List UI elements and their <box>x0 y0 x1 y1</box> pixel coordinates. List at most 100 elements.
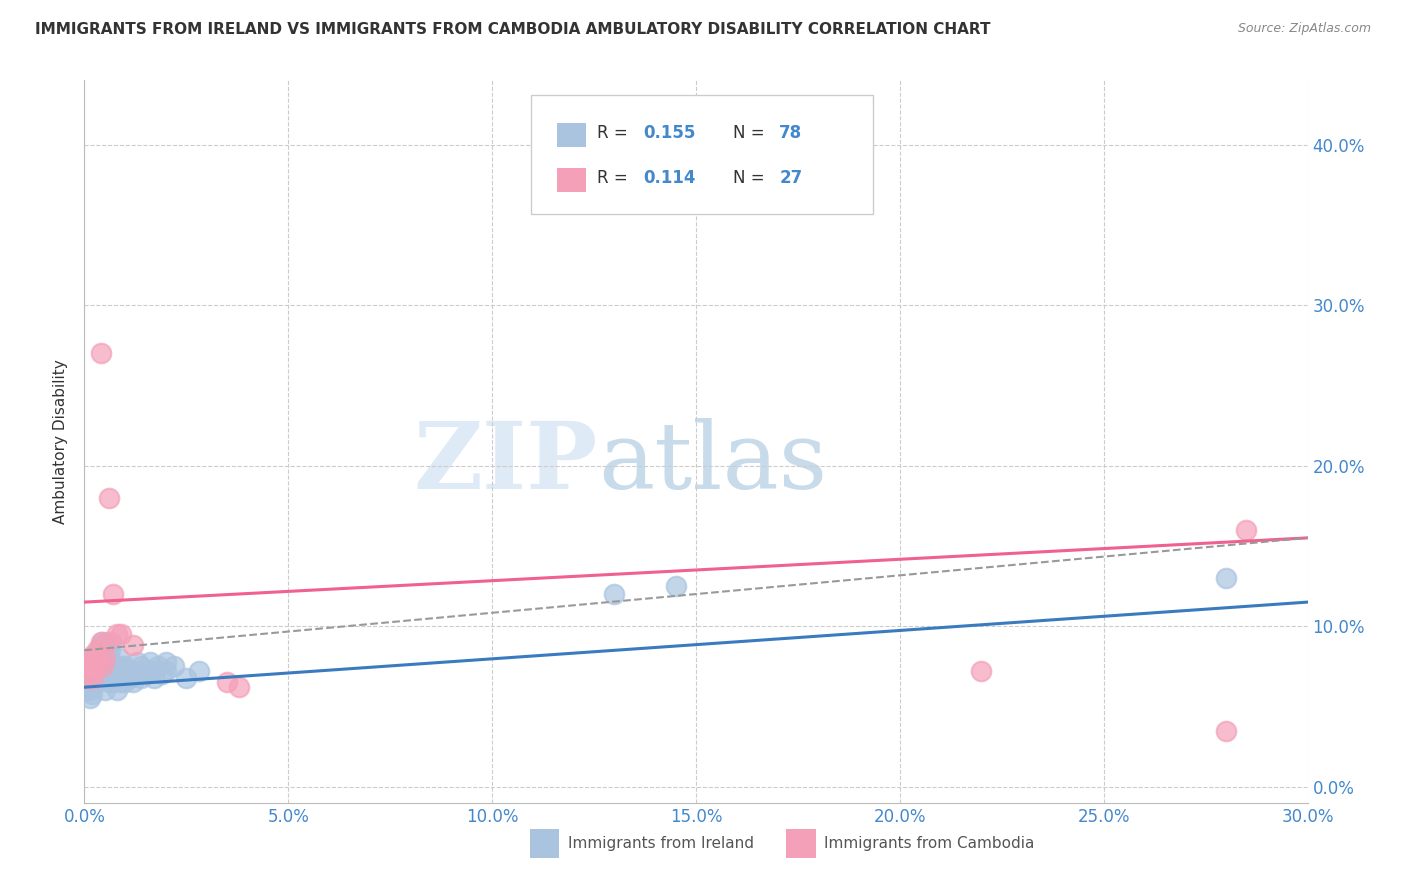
Point <box>114 659 136 673</box>
Point <box>93 651 115 665</box>
Point <box>122 639 145 653</box>
Text: Immigrants from Ireland: Immigrants from Ireland <box>568 837 754 852</box>
Point <box>76 675 98 690</box>
Text: 0.155: 0.155 <box>644 124 696 143</box>
FancyBboxPatch shape <box>531 95 873 214</box>
Point <box>83 651 105 665</box>
Point <box>118 671 141 685</box>
Point <box>105 683 128 698</box>
Point <box>86 651 108 665</box>
Point <box>150 667 173 681</box>
Point <box>228 680 250 694</box>
Point <box>77 664 100 678</box>
Point <box>970 664 993 678</box>
Point <box>97 491 120 505</box>
Point <box>86 667 108 681</box>
Point <box>110 627 132 641</box>
Point <box>79 667 101 681</box>
Point <box>93 651 115 665</box>
Point <box>86 643 108 657</box>
Text: R =: R = <box>598 124 633 143</box>
Point <box>80 687 103 701</box>
Point <box>105 627 128 641</box>
Point <box>91 659 114 673</box>
Point <box>110 659 132 673</box>
Point <box>91 659 114 673</box>
Point <box>1236 523 1258 537</box>
Point <box>94 643 117 657</box>
Text: 78: 78 <box>779 124 803 143</box>
Point <box>82 675 104 690</box>
Point <box>131 671 153 685</box>
Point <box>118 663 141 677</box>
FancyBboxPatch shape <box>786 829 815 858</box>
Point <box>110 675 132 690</box>
Point <box>86 659 108 673</box>
Point <box>1215 723 1237 738</box>
Point <box>90 659 112 673</box>
Point <box>76 659 98 673</box>
Point <box>122 667 145 681</box>
Point <box>108 651 131 665</box>
Point <box>93 671 115 685</box>
Point <box>83 659 105 673</box>
Point <box>82 679 104 693</box>
Point <box>96 664 118 678</box>
Point <box>90 635 112 649</box>
Point <box>77 664 100 678</box>
Point <box>90 635 112 649</box>
Point <box>90 639 112 653</box>
Point <box>98 643 121 657</box>
Point <box>101 659 124 673</box>
Point <box>79 680 101 694</box>
Point <box>82 648 104 662</box>
Point <box>87 651 110 665</box>
Point <box>90 671 112 685</box>
Point <box>86 671 108 685</box>
Point <box>1215 571 1237 585</box>
Text: IMMIGRANTS FROM IRELAND VS IMMIGRANTS FROM CAMBODIA AMBULATORY DISABILITY CORREL: IMMIGRANTS FROM IRELAND VS IMMIGRANTS FR… <box>35 22 991 37</box>
Point <box>97 675 120 690</box>
Point <box>77 671 100 685</box>
Point <box>83 671 105 685</box>
Point <box>83 664 105 678</box>
Point <box>122 675 145 690</box>
Point <box>127 655 149 669</box>
Point <box>93 683 115 698</box>
Point <box>77 671 100 685</box>
Point <box>97 659 120 673</box>
Point <box>97 651 120 665</box>
Point <box>105 671 128 685</box>
Point <box>79 691 101 706</box>
Text: 27: 27 <box>779 169 803 187</box>
Point <box>174 671 197 685</box>
Point <box>163 659 186 673</box>
Point <box>114 675 136 690</box>
Point <box>80 659 103 673</box>
Point <box>82 667 104 681</box>
Point <box>217 675 239 690</box>
Point <box>155 664 177 678</box>
Point <box>82 671 104 685</box>
FancyBboxPatch shape <box>557 168 586 192</box>
Point <box>114 667 136 681</box>
Point <box>77 683 100 698</box>
Point <box>142 671 165 685</box>
Point <box>131 659 153 673</box>
Point <box>87 663 110 677</box>
Point <box>135 667 157 681</box>
Point <box>86 651 108 665</box>
Point <box>138 664 160 678</box>
Point <box>155 655 177 669</box>
Point <box>127 664 149 678</box>
Text: Source: ZipAtlas.com: Source: ZipAtlas.com <box>1237 22 1371 36</box>
Point <box>86 659 108 673</box>
Text: N =: N = <box>733 169 769 187</box>
Point <box>146 659 169 673</box>
Point <box>665 579 688 593</box>
Point <box>603 587 626 601</box>
Point <box>101 667 124 681</box>
Point <box>87 667 110 681</box>
Point <box>187 664 209 678</box>
FancyBboxPatch shape <box>557 123 586 146</box>
